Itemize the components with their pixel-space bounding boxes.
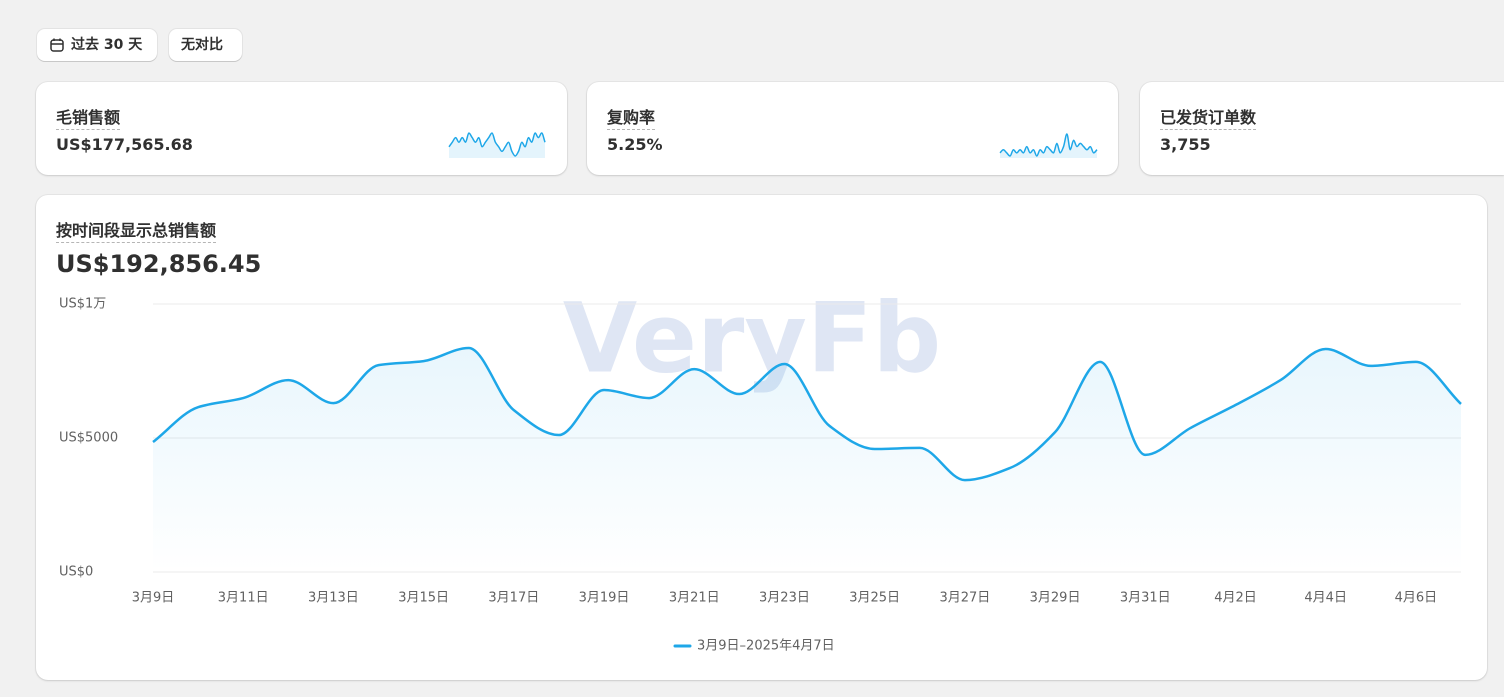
- series-line: [152, 346, 1462, 482]
- x-tick-label: 3月27日: [939, 591, 990, 606]
- x-tick-label: 3月29日: [1030, 591, 1081, 606]
- sparkline: [448, 132, 546, 157]
- chart-title: 按时间段显示总销售额: [56, 217, 217, 243]
- chart-total: US$192,856.45: [56, 250, 262, 278]
- x-tick-label: 3月15日: [398, 591, 449, 606]
- metric-label: 毛销售额: [56, 104, 121, 130]
- x-tick-label: 3月9日: [132, 591, 175, 606]
- metric-value: US$177,565.68: [56, 135, 193, 154]
- comparison-button[interactable]: 无对比: [169, 29, 242, 61]
- metric-label: 已发货订单数: [1160, 104, 1257, 130]
- x-tick-label: 4月6日: [1395, 591, 1438, 606]
- x-tick-label: 3月13日: [308, 591, 359, 606]
- date-range-text: 过去 30 天: [71, 37, 143, 53]
- date-range-button[interactable]: 过去 30 天: [37, 29, 157, 61]
- y-tick-label: US$0: [59, 565, 93, 580]
- x-tick-label: 4月4日: [1304, 591, 1347, 606]
- area-fill: [153, 347, 1461, 572]
- metric-label: 复购率: [607, 104, 656, 130]
- sparkline: [999, 133, 1098, 157]
- metric-card: 已发货订单数 3,755: [1140, 82, 1504, 175]
- x-tick-label: 3月23日: [759, 591, 810, 606]
- x-tick-label: 3月11日: [218, 591, 269, 606]
- metric-value: 5.25%: [607, 135, 663, 154]
- x-tick-label: 3月25日: [849, 591, 900, 606]
- x-tick-label: 3月17日: [488, 591, 539, 606]
- x-tick-label: 3月19日: [579, 591, 630, 606]
- y-tick-label: US$1万: [59, 297, 106, 312]
- x-tick-label: 3月21日: [669, 591, 720, 606]
- x-tick-label: 4月2日: [1214, 591, 1257, 606]
- y-tick-label: US$5000: [59, 431, 118, 446]
- metric-card: 复购率 5.25%: [587, 82, 1118, 175]
- calendar-icon: [50, 38, 64, 52]
- legend-label: 3月9日–2025年4月7日: [697, 639, 835, 654]
- x-tick-label: 3月31日: [1120, 591, 1171, 606]
- watermark: VeryFb: [563, 282, 941, 394]
- metric-value: 3,755: [1160, 135, 1211, 154]
- comparison-text: 无对比: [181, 37, 223, 53]
- metric-card: 毛销售额 US$177,565.68: [36, 82, 567, 175]
